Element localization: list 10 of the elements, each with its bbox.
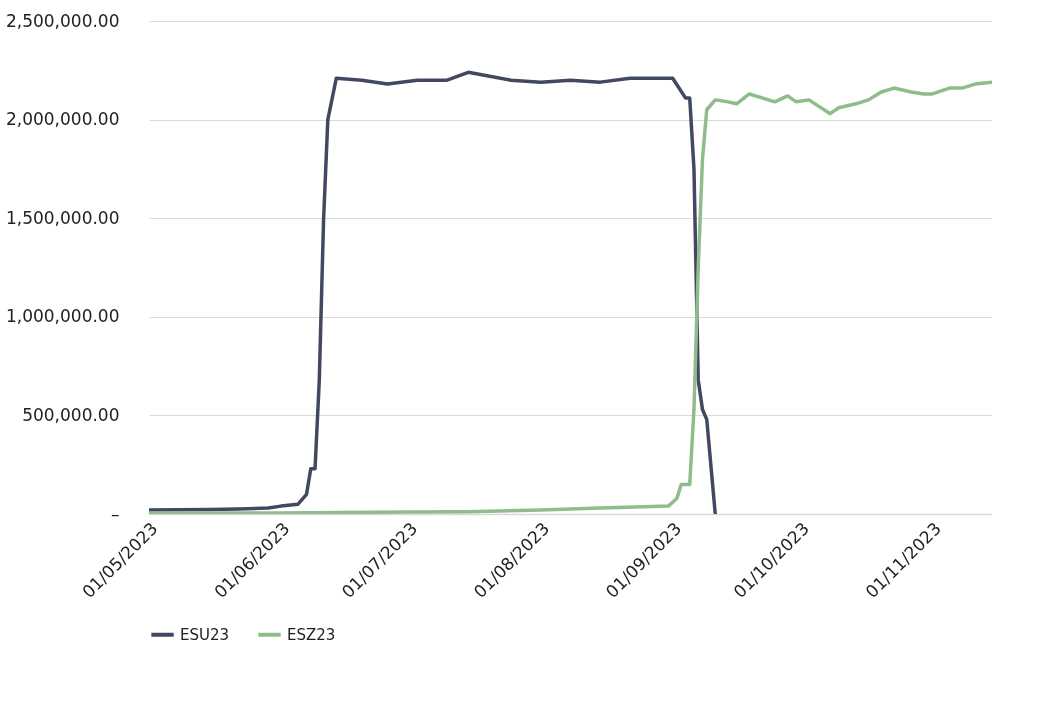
y-tick-label: 500,000.00 xyxy=(22,404,120,425)
y-tick-label: 2,000,000.00 xyxy=(5,109,120,130)
y-tick-label: – xyxy=(111,503,120,524)
y-tick-label: 2,500,000.00 xyxy=(5,10,120,31)
legend-label: ESU23 xyxy=(180,625,230,644)
line-series xyxy=(149,70,718,514)
y-tick-label: 1,500,000.00 xyxy=(5,207,120,228)
y-tick-label: 1,000,000.00 xyxy=(5,306,120,327)
legend-label: ESZ23 xyxy=(287,625,336,644)
line-series xyxy=(149,80,992,514)
